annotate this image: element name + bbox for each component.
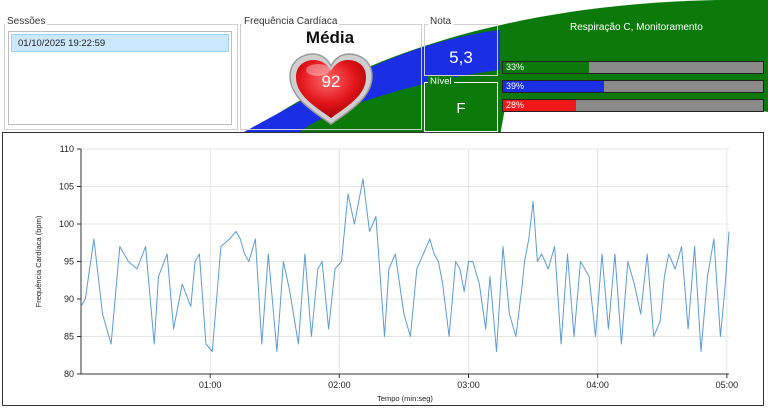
x-tick-label: 03:00: [457, 380, 480, 390]
sessions-label: Sessões: [5, 16, 48, 27]
heart-rate-chart: 80 85 90 95 100 105 110 01:00 02:00 03:00 04:00 05:…: [34, 144, 739, 403]
breathing-bar-2-fill: [503, 81, 605, 92]
breathing-bar-2: 39%: [502, 80, 764, 93]
score-frame: [424, 24, 498, 76]
breathing-bar-2-text: 39%: [506, 81, 525, 91]
heart-icon: [289, 53, 373, 125]
x-axis-title: Tempo (min:seg): [377, 394, 433, 403]
y-tick-label: 100: [59, 219, 74, 229]
breathing-bar-1: 33%: [502, 61, 764, 74]
level-frame: [424, 82, 498, 132]
y-tick-label: 90: [64, 294, 74, 304]
y-axis-title: Frequência Cardíaca (bpm): [34, 215, 43, 307]
breathing-title: Respiração C, Monitoramento: [570, 22, 703, 33]
level-value: F: [456, 100, 466, 117]
breathing-bar-3-fill: [503, 100, 576, 111]
heart-rate-value: 92: [321, 72, 341, 91]
x-tick-label: 02:00: [328, 380, 351, 390]
score-value: 5,3: [449, 48, 473, 67]
heart-rate-label: Frequência Cardíaca: [242, 16, 340, 27]
heart-rate-series-line: [80, 178, 730, 352]
breathing-bar-1-text: 33%: [506, 62, 525, 72]
y-tick-label: 105: [59, 182, 74, 192]
breathing-bar-3: 28%: [502, 99, 764, 112]
breathing-bar-1-fill: [503, 62, 589, 73]
y-tick-label: 110: [60, 144, 74, 154]
y-tick-label: 95: [64, 257, 74, 267]
breathing-bar-3-text: 28%: [506, 100, 525, 110]
level-label: Nível: [428, 76, 454, 87]
x-tick-label: 01:00: [199, 380, 222, 390]
chart-panel: 80 85 90 95 100 105 110 01:00 02:00 03:00 04:00 05:…: [2, 132, 764, 406]
y-tick-label: 80: [64, 369, 74, 379]
y-tick-label: 85: [64, 332, 74, 342]
x-tick-label: 04:00: [586, 380, 609, 390]
session-item[interactable]: 01/10/2025 19:22:59: [11, 34, 229, 52]
x-tick-label: 05:00: [716, 380, 739, 390]
score-label: Nota: [428, 16, 454, 27]
sessions-frame: [4, 24, 238, 130]
sessions-list[interactable]: 01/10/2025 19:22:59: [8, 31, 232, 125]
heart-rate-mode: Média: [305, 28, 355, 47]
